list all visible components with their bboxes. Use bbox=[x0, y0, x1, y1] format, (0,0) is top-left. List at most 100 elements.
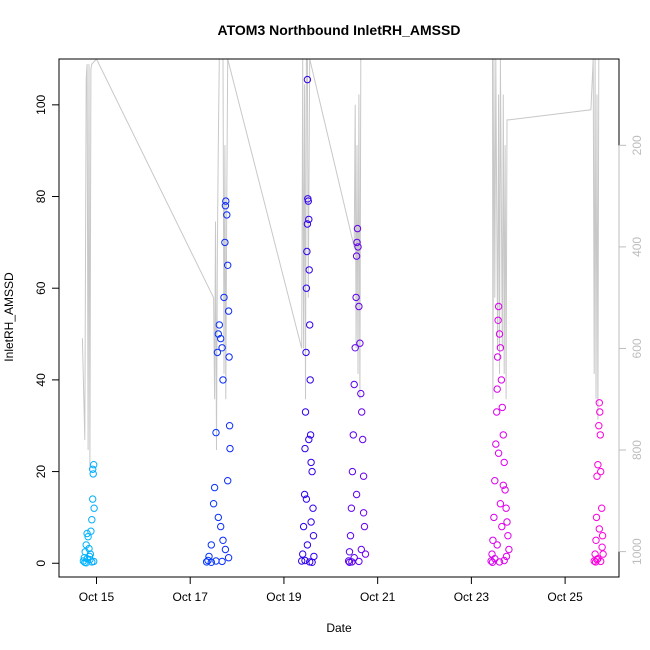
y-tick-label: 0 bbox=[34, 560, 48, 567]
data-point bbox=[353, 224, 362, 233]
data-point bbox=[308, 467, 316, 476]
data-point bbox=[346, 532, 355, 540]
data-point bbox=[214, 513, 223, 522]
data-point bbox=[218, 344, 226, 352]
data-point bbox=[306, 376, 314, 384]
data-point bbox=[224, 261, 232, 269]
y-tick-label: 20 bbox=[34, 465, 48, 479]
data-point bbox=[301, 444, 309, 453]
data-point bbox=[217, 334, 225, 343]
x-tick-label: Oct 19 bbox=[266, 590, 302, 604]
data-point bbox=[353, 238, 361, 247]
data-point bbox=[595, 422, 603, 430]
data-point bbox=[305, 266, 313, 274]
data-point bbox=[204, 556, 212, 565]
data-point bbox=[492, 440, 500, 448]
data-point bbox=[355, 302, 363, 311]
data-points bbox=[79, 75, 607, 567]
data-point bbox=[599, 550, 607, 558]
data-point bbox=[357, 545, 365, 554]
data-point bbox=[500, 458, 508, 467]
data-point bbox=[213, 348, 222, 357]
data-point bbox=[225, 353, 233, 361]
data-point bbox=[355, 557, 363, 566]
altitude-line bbox=[81, 59, 601, 471]
data-point bbox=[302, 495, 311, 503]
data-point bbox=[350, 554, 358, 562]
data-point bbox=[302, 284, 311, 292]
data-point bbox=[85, 544, 93, 553]
data-point bbox=[306, 321, 314, 329]
data-point bbox=[303, 220, 312, 228]
data-point bbox=[214, 330, 223, 338]
data-point bbox=[225, 422, 234, 430]
data-point bbox=[217, 522, 225, 531]
data-point bbox=[220, 293, 228, 302]
data-point bbox=[299, 522, 308, 531]
data-point bbox=[352, 490, 361, 499]
data-point bbox=[219, 376, 227, 384]
data-point bbox=[344, 557, 353, 565]
data-point bbox=[83, 529, 91, 538]
data-point bbox=[501, 486, 509, 494]
data-point bbox=[349, 431, 357, 439]
data-point bbox=[89, 465, 97, 473]
data-point bbox=[499, 431, 507, 439]
data-point bbox=[493, 353, 502, 361]
data-point bbox=[357, 389, 365, 398]
data-point bbox=[302, 348, 310, 357]
data-point bbox=[504, 532, 512, 540]
data-point bbox=[352, 252, 361, 260]
data-point bbox=[303, 247, 311, 256]
data-point bbox=[502, 552, 511, 561]
y-tick-label: 80 bbox=[34, 190, 48, 204]
data-point bbox=[493, 385, 501, 393]
data-point bbox=[494, 449, 503, 457]
data-point bbox=[224, 477, 232, 485]
data-point bbox=[593, 472, 601, 480]
data-point bbox=[493, 408, 501, 416]
data-point bbox=[221, 545, 230, 554]
data-point bbox=[495, 558, 504, 566]
data-point bbox=[500, 556, 508, 565]
data-point bbox=[593, 555, 601, 564]
data-point bbox=[300, 490, 309, 499]
data-point bbox=[301, 556, 309, 565]
data-point bbox=[90, 557, 98, 566]
data-point bbox=[595, 399, 603, 407]
data-point bbox=[598, 532, 607, 540]
data-point bbox=[223, 211, 231, 219]
data-point bbox=[360, 522, 369, 531]
data-point bbox=[87, 527, 95, 535]
data-point bbox=[86, 550, 95, 558]
y2-tick-label: 200 bbox=[630, 135, 644, 155]
data-point bbox=[359, 509, 368, 517]
x-tick-label: Oct 25 bbox=[547, 590, 583, 604]
data-point bbox=[307, 458, 315, 467]
x-tick-label: Oct 15 bbox=[79, 590, 115, 604]
data-point bbox=[596, 408, 604, 416]
data-point bbox=[358, 408, 366, 416]
data-point bbox=[503, 518, 511, 526]
data-point bbox=[226, 444, 234, 453]
data-point bbox=[221, 202, 230, 210]
data-point bbox=[496, 344, 505, 352]
x-tick-label: Oct 17 bbox=[173, 590, 209, 604]
data-point bbox=[305, 215, 313, 224]
data-point bbox=[348, 467, 357, 476]
data-point bbox=[224, 307, 233, 315]
data-point bbox=[494, 302, 503, 311]
data-point bbox=[487, 557, 495, 565]
data-point bbox=[210, 483, 219, 492]
data-point bbox=[350, 380, 358, 389]
data-point bbox=[354, 243, 362, 251]
data-point bbox=[347, 504, 356, 512]
data-point bbox=[498, 522, 506, 531]
data-point bbox=[301, 408, 310, 416]
data-point bbox=[502, 504, 510, 512]
y-axis-label: InletRH_AMSSD bbox=[2, 272, 16, 362]
data-point bbox=[309, 532, 318, 540]
data-point bbox=[497, 376, 506, 384]
data-point bbox=[499, 481, 507, 489]
data-point bbox=[308, 558, 316, 566]
